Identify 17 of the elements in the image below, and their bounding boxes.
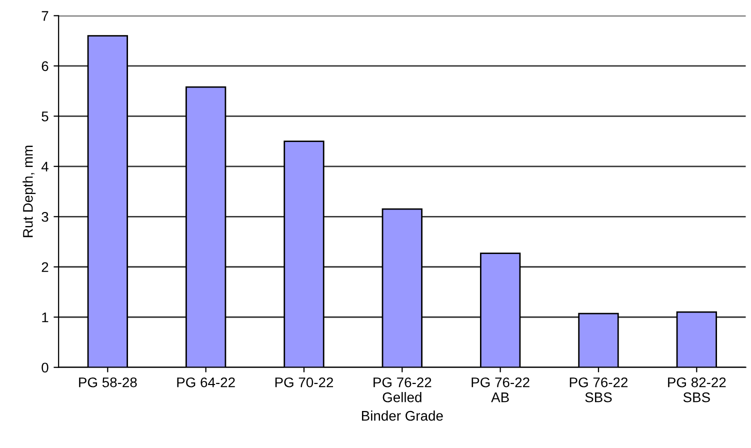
- x-tick-label: PG 76-22 AB: [472, 377, 530, 402]
- y-tick-label: 4: [41, 162, 48, 172]
- x-axis-title: Binder Grade: [362, 410, 443, 421]
- y-tick-label: 1: [42, 312, 48, 322]
- x-tick-label: PG 64-22: [177, 377, 235, 388]
- y-tick-label: 2: [42, 262, 48, 272]
- x-tick-label: PG 76-22 Gelled: [374, 377, 432, 402]
- x-tick-label: PG 58-28: [79, 377, 137, 388]
- y-tick-label: 0: [42, 362, 48, 373]
- y-tick-label: 7: [42, 11, 48, 21]
- x-tick-label: PG 76-22 SBS: [570, 377, 628, 402]
- y-axis-title: Rut Depth, mm: [22, 146, 36, 238]
- y-tick-label: 6: [42, 61, 48, 72]
- x-tick-label: PG 82-22 SBS: [668, 377, 726, 402]
- y-tick-label: 5: [42, 112, 48, 122]
- y-tick-label: 3: [42, 212, 48, 222]
- x-tick-label: PG 70-22: [275, 377, 334, 388]
